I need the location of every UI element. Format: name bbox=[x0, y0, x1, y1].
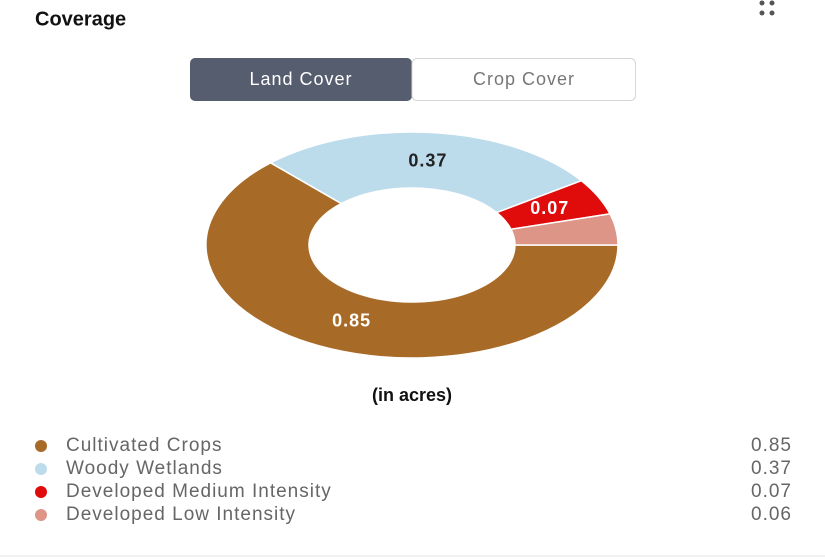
slice-label: 0.37 bbox=[408, 151, 447, 171]
legend-value: 0.85 bbox=[751, 435, 792, 456]
legend-label: Developed Medium Intensity bbox=[66, 481, 332, 502]
unit-note: (in acres) bbox=[372, 385, 452, 405]
tab-label[interactable]: Crop Cover bbox=[473, 69, 575, 89]
slice bbox=[509, 213, 619, 246]
tab-active[interactable] bbox=[190, 58, 412, 101]
legend-swatch bbox=[35, 440, 47, 452]
legend-value: 0.07 bbox=[751, 481, 792, 502]
slice-label: 0.07 bbox=[530, 198, 569, 218]
card-title: Coverage bbox=[35, 8, 126, 30]
tab[interactable] bbox=[411, 58, 636, 101]
tab-label[interactable]: Land Cover bbox=[249, 69, 352, 89]
legend-value: 0.37 bbox=[751, 458, 792, 479]
legend-label: Woody Wetlands bbox=[66, 458, 223, 479]
legend: Cultivated Crops 0.85 Woody Wetlands 0.37 De… bbox=[35, 435, 792, 525]
menu-icon[interactable] bbox=[759, 0, 775, 16]
donut: 0.85 0.37 0.07 bbox=[205, 131, 619, 359]
slice bbox=[205, 161, 619, 359]
slice bbox=[269, 131, 583, 214]
legend-swatch bbox=[35, 463, 47, 475]
legend-swatch bbox=[35, 509, 47, 521]
legend-label: Developed Low Intensity bbox=[66, 504, 296, 525]
legend-label: Cultivated Crops bbox=[66, 435, 222, 456]
slice-label: 0.85 bbox=[332, 311, 371, 331]
legend-value: 0.06 bbox=[751, 504, 792, 525]
legend-swatch bbox=[35, 486, 47, 498]
